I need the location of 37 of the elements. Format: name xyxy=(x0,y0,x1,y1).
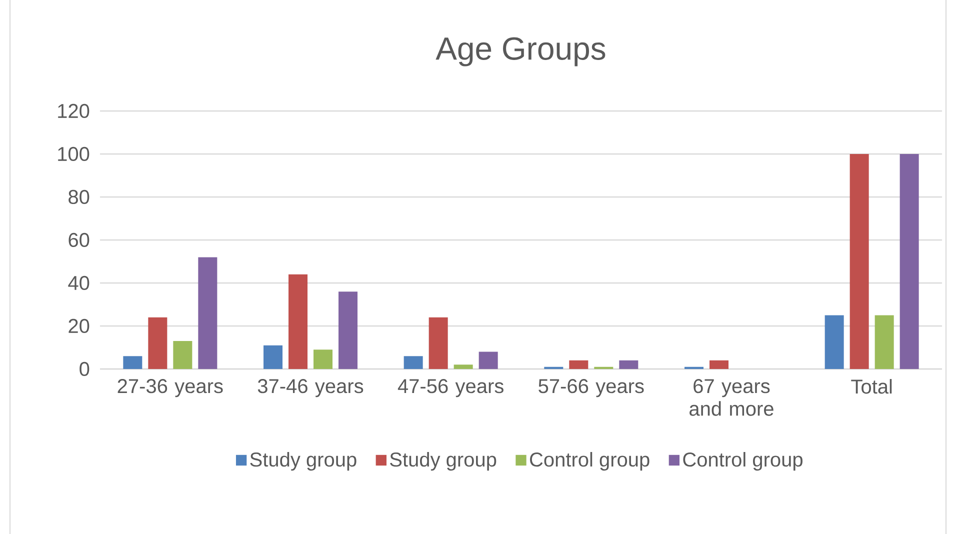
y-tick-label: 0 xyxy=(80,362,90,376)
bar xyxy=(314,350,333,369)
x-tick-label: Total xyxy=(851,379,892,394)
bar xyxy=(198,257,218,369)
x-tick-label: 57-66 years xyxy=(538,379,644,398)
y-tick-label: 20 xyxy=(68,318,90,334)
y-tick-label: 120 xyxy=(58,104,90,118)
bar xyxy=(428,317,448,369)
chart-title: Age Groups xyxy=(436,37,606,66)
legend-label: Control group xyxy=(530,452,650,471)
x-tick-label: 37-46 years xyxy=(258,379,364,398)
legend-label: Study group xyxy=(250,452,356,471)
bar xyxy=(148,317,168,369)
bar xyxy=(454,364,473,369)
bar xyxy=(173,341,192,369)
bar xyxy=(478,352,498,369)
y-tick-label: 80 xyxy=(68,190,90,204)
legend-label: Study group xyxy=(390,452,496,471)
y-tick-label: 60 xyxy=(68,232,90,248)
bar xyxy=(338,292,358,369)
y-tick-label: 100 xyxy=(58,146,90,162)
bar xyxy=(874,315,894,369)
x-tick-label: 27-36 years xyxy=(118,379,223,398)
bar xyxy=(619,360,638,369)
bar xyxy=(850,154,869,369)
bar xyxy=(824,315,844,369)
bar xyxy=(123,356,142,369)
bar xyxy=(710,360,728,369)
y-tick-label: 40 xyxy=(68,276,90,290)
legend-label: Control group xyxy=(683,452,802,471)
x-tick-label: 47-56 years xyxy=(398,379,504,398)
bar xyxy=(288,274,308,369)
x-tick-label: 67 years and more xyxy=(690,379,774,416)
bar xyxy=(264,345,283,369)
bar xyxy=(404,356,423,369)
bar xyxy=(900,154,919,369)
bar xyxy=(569,360,588,369)
